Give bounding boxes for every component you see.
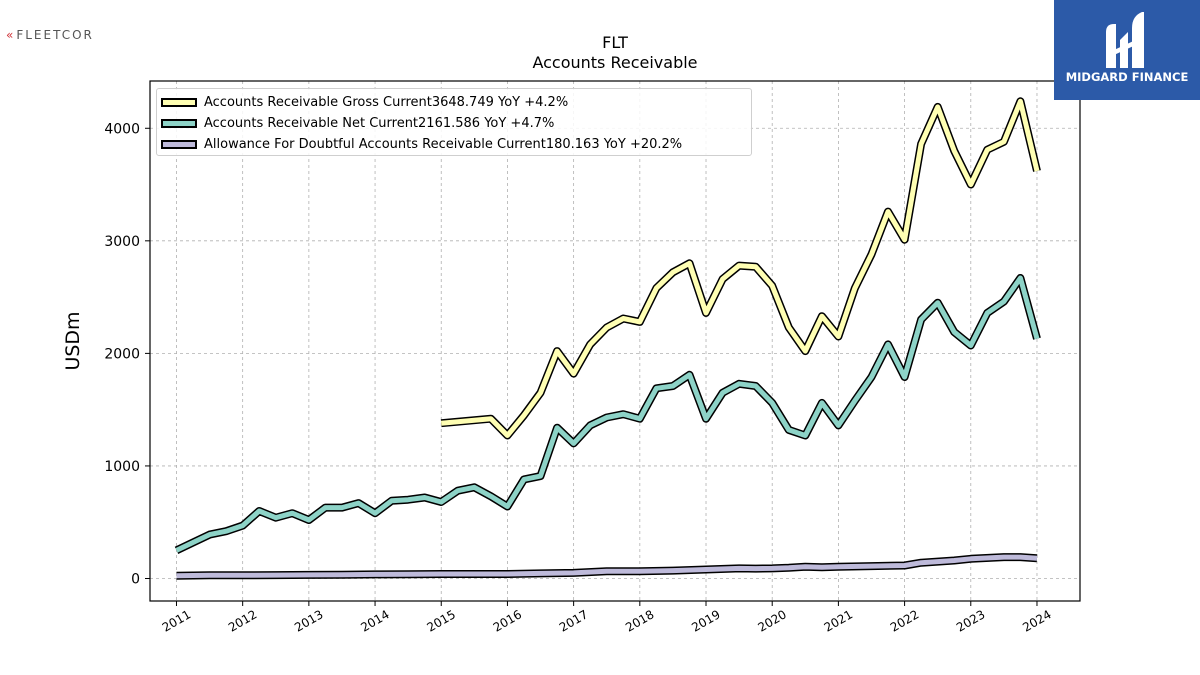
series-line-outline bbox=[174, 274, 1041, 555]
x-tick-label: 2014 bbox=[358, 607, 391, 634]
legend-series-name: Accounts Receivable Net Current bbox=[204, 116, 419, 131]
x-tick-label: 2017 bbox=[557, 607, 590, 634]
legend-series-name: Allowance For Doubtful Accounts Receivab… bbox=[204, 137, 546, 152]
x-tick-label: 2022 bbox=[888, 607, 921, 634]
series-line bbox=[440, 98, 1040, 438]
legend-series-values: 3648.749 YoY +4.2% bbox=[431, 95, 569, 110]
y-axis-label: USDm bbox=[62, 311, 84, 370]
legend-swatch bbox=[161, 140, 197, 149]
x-tick-label: 2019 bbox=[689, 607, 722, 634]
y-tick-label: 1000 bbox=[104, 459, 140, 475]
y-tick-label: 0 bbox=[131, 571, 140, 587]
x-tick-label: 2012 bbox=[226, 607, 259, 634]
fleetcor-logo-text: FLEETCOR bbox=[16, 28, 94, 42]
y-tick-label: 4000 bbox=[104, 121, 140, 137]
series-group bbox=[174, 97, 1041, 580]
midgard-finance-text: MIDGARD FINANCE bbox=[1065, 70, 1189, 84]
chart-legend: Accounts Receivable Gross Current 3648.74… bbox=[156, 88, 752, 156]
fleetcor-mark-icon: « bbox=[6, 28, 14, 42]
fleetcor-logo: «FLEETCOR bbox=[6, 28, 94, 42]
legend-entry: Accounts Receivable Net Current 2161.586 … bbox=[161, 113, 751, 134]
legend-swatch bbox=[161, 98, 197, 107]
x-tick-label: 2018 bbox=[623, 607, 656, 634]
midgard-emblem-icon bbox=[1106, 12, 1144, 68]
y-tick-label: 3000 bbox=[104, 234, 140, 250]
x-axis-ticks: 2011 2012 2013 2014 2015 2016 2017 2018 2019 2020… bbox=[160, 601, 1054, 635]
legend-series-name: Accounts Receivable Gross Current bbox=[204, 95, 432, 110]
series-line bbox=[176, 554, 1038, 579]
x-tick-label: 2021 bbox=[822, 607, 855, 634]
chart-title: FLT bbox=[602, 33, 628, 52]
legend-swatch bbox=[161, 119, 197, 128]
chart-subtitle: Accounts Receivable bbox=[532, 53, 697, 72]
legend-entry: Accounts Receivable Gross Current 3648.74… bbox=[161, 92, 751, 113]
x-tick-label: 2024 bbox=[1020, 607, 1053, 634]
y-axis-ticks: 0 1000 2000 3000 4000 bbox=[104, 121, 150, 587]
plot-frame bbox=[149, 80, 1081, 602]
series-line bbox=[175, 275, 1040, 553]
grid-lines bbox=[150, 81, 1080, 601]
legend-entry: Allowance For Doubtful Accounts Receivab… bbox=[161, 134, 751, 155]
midgard-finance-logo: MIDGARD FINANCE bbox=[1054, 0, 1200, 100]
x-tick-label: 2015 bbox=[425, 607, 458, 634]
legend-series-values: 180.163 YoY +20.2% bbox=[545, 137, 683, 152]
x-tick-label: 2023 bbox=[954, 607, 987, 634]
legend-series-values: 2161.586 YoY +4.7% bbox=[418, 116, 555, 131]
x-tick-label: 2020 bbox=[755, 607, 788, 634]
x-tick-label: 2011 bbox=[160, 607, 193, 634]
x-tick-label: 2016 bbox=[491, 607, 524, 634]
y-tick-label: 2000 bbox=[104, 346, 140, 362]
x-tick-label: 2013 bbox=[292, 607, 325, 634]
